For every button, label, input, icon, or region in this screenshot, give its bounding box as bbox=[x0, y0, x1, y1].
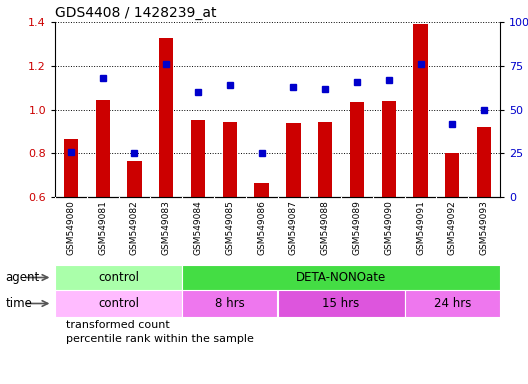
Text: 15 hrs: 15 hrs bbox=[323, 297, 360, 310]
Bar bbox=[413, 24, 428, 197]
Text: GSM549085: GSM549085 bbox=[225, 200, 234, 255]
Bar bbox=[223, 121, 237, 197]
Text: GSM549083: GSM549083 bbox=[162, 200, 171, 255]
Text: control: control bbox=[98, 271, 139, 284]
Text: GSM549082: GSM549082 bbox=[130, 200, 139, 255]
Text: control: control bbox=[98, 297, 139, 310]
Bar bbox=[404, 290, 500, 317]
Bar bbox=[278, 290, 404, 317]
Bar bbox=[350, 102, 364, 197]
Bar bbox=[55, 265, 182, 290]
Text: GSM549088: GSM549088 bbox=[320, 200, 329, 255]
Bar bbox=[96, 100, 110, 197]
Text: percentile rank within the sample: percentile rank within the sample bbox=[66, 334, 254, 344]
Text: agent: agent bbox=[5, 271, 40, 284]
Bar bbox=[286, 122, 300, 197]
Text: GSM549084: GSM549084 bbox=[194, 200, 203, 255]
Bar bbox=[55, 290, 182, 317]
Bar bbox=[254, 183, 269, 197]
Bar bbox=[182, 290, 278, 317]
Bar bbox=[127, 161, 142, 197]
Text: GSM549093: GSM549093 bbox=[479, 200, 488, 255]
Text: GDS4408 / 1428239_at: GDS4408 / 1428239_at bbox=[55, 6, 216, 20]
Text: GSM549091: GSM549091 bbox=[416, 200, 425, 255]
Text: GSM549080: GSM549080 bbox=[67, 200, 76, 255]
Text: GSM549086: GSM549086 bbox=[257, 200, 266, 255]
Text: GSM549089: GSM549089 bbox=[353, 200, 362, 255]
Bar bbox=[64, 139, 78, 197]
Text: DETA-NONOate: DETA-NONOate bbox=[296, 271, 386, 284]
Bar bbox=[382, 101, 396, 197]
Text: GSM549087: GSM549087 bbox=[289, 200, 298, 255]
Bar bbox=[191, 121, 205, 197]
Text: GSM549090: GSM549090 bbox=[384, 200, 393, 255]
Text: time: time bbox=[5, 297, 32, 310]
Bar bbox=[159, 38, 173, 197]
Text: GSM549092: GSM549092 bbox=[448, 200, 457, 255]
Bar bbox=[318, 121, 332, 197]
Bar bbox=[182, 265, 500, 290]
Bar bbox=[477, 127, 491, 197]
Bar bbox=[445, 153, 459, 197]
Text: 8 hrs: 8 hrs bbox=[215, 297, 244, 310]
Text: transformed count: transformed count bbox=[66, 319, 170, 329]
Text: 24 hrs: 24 hrs bbox=[433, 297, 471, 310]
Text: GSM549081: GSM549081 bbox=[98, 200, 107, 255]
